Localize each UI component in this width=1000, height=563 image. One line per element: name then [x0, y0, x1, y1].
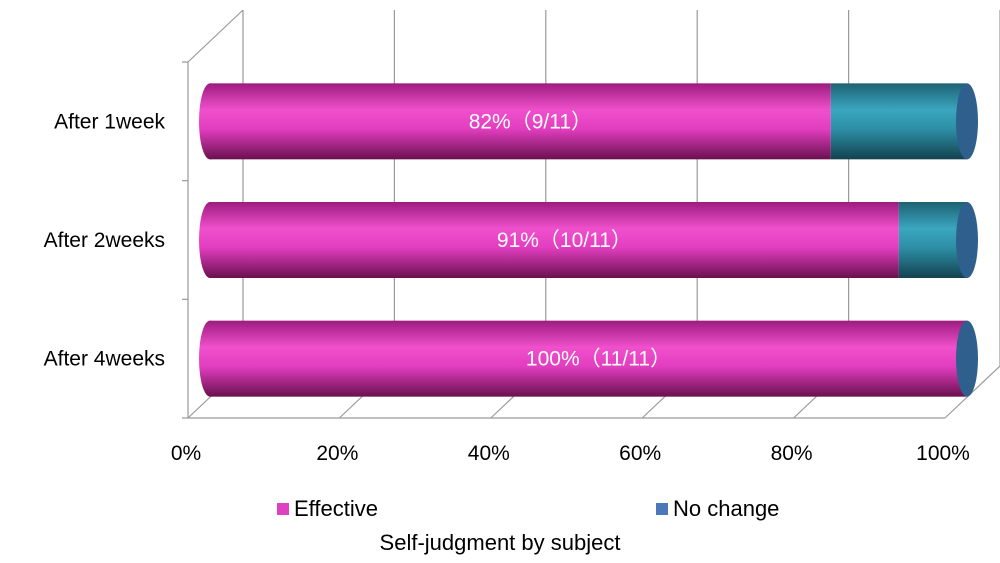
category-label: After 2weeks — [44, 229, 165, 252]
chart-bars — [199, 83, 978, 397]
legend-label-effective: Effective — [294, 496, 378, 521]
legend-swatch-effective — [277, 503, 289, 515]
chart-labels: After 1week 82%（9/11） After 2weeks 91%（10/1… — [44, 110, 671, 370]
x-tick-label: 40% — [468, 442, 510, 465]
legend-swatch-no-change — [656, 503, 668, 515]
bar-end-cap — [956, 320, 978, 397]
bar-start-cap — [199, 83, 221, 160]
bar-segment-effective — [210, 202, 899, 278]
data-label: 100%（11/11） — [526, 348, 671, 371]
data-label: 82%（9/11） — [469, 110, 592, 133]
data-label: 91%（10/11） — [497, 229, 632, 252]
legend: Effective No change — [0, 496, 1000, 526]
legend-item-effective: Effective — [277, 496, 378, 522]
legend-label-no-change: No change — [673, 496, 780, 521]
category-label: After 1week — [54, 110, 165, 133]
bar-end-cap — [956, 83, 978, 160]
chart-axes: 0% 20% 40% 60% 80% 100% — [171, 9, 1000, 465]
bar-segment-effective — [210, 320, 967, 397]
bar-segment-no-change — [830, 83, 967, 160]
x-axis-title: Self-judgment by subject — [379, 530, 621, 555]
bar-segment-effective — [210, 83, 831, 160]
legend-item-no-change: No change — [656, 496, 779, 522]
x-tick-label: 60% — [619, 442, 661, 465]
floor-gridline — [944, 365, 1000, 419]
x-tick-label: 80% — [771, 442, 813, 465]
bar-start-cap — [199, 202, 221, 278]
category-label: After 4weeks — [44, 348, 165, 371]
x-tick-label: 20% — [316, 442, 358, 465]
side-wall-top — [187, 9, 244, 63]
bar-start-cap — [199, 320, 221, 397]
x-tick-label: 0% — [171, 442, 201, 465]
bar-segment-no-change — [898, 202, 967, 278]
bar-end-cap — [956, 202, 978, 278]
x-tick-label: 100% — [916, 442, 970, 465]
